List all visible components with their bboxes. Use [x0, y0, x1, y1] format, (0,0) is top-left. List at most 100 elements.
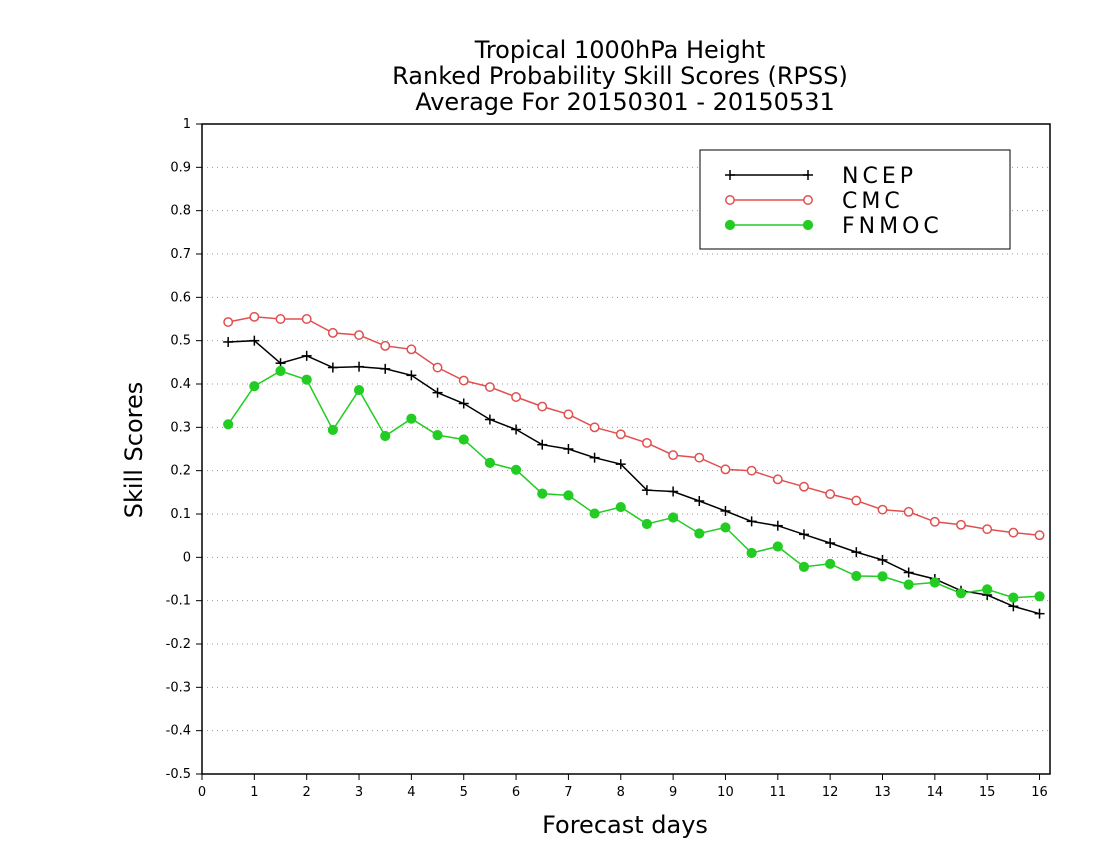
x-tick-label: 9 [669, 785, 677, 800]
ncep-point [301, 350, 312, 361]
cmc-point [301, 314, 312, 324]
x-tick-label: 1 [250, 785, 258, 800]
cmc-point [877, 504, 888, 515]
plot-frame [201, 123, 1051, 775]
x-tick-label: 10 [717, 785, 734, 800]
x-tick-label: 3 [355, 785, 363, 800]
ncep-point [563, 444, 574, 454]
cmc-point [537, 401, 548, 412]
cmc-point [354, 330, 364, 340]
y-tick-label: 0.7 [170, 247, 191, 262]
legend-label-ncep: NCEP [842, 164, 917, 189]
ncep-point [903, 567, 914, 578]
x-tick-label: 11 [770, 785, 787, 800]
cmc-point [668, 450, 679, 461]
cmc-point [903, 506, 914, 517]
fnmoc-point [327, 424, 338, 436]
fnmoc-point [223, 419, 234, 430]
fnmoc-point [1034, 591, 1045, 602]
ncep-point [1008, 601, 1019, 612]
y-tick-label: 0 [183, 550, 191, 565]
legend-entry-cmc: CMC [725, 189, 904, 214]
legend-entry-fnmoc: FNMOC [724, 214, 939, 239]
fnmoc-point [720, 522, 731, 533]
ncep-point [877, 554, 888, 565]
fnmoc-point [563, 490, 574, 501]
fnmoc-point [851, 570, 862, 582]
fnmoc-point [353, 384, 365, 396]
fnmoc-point [615, 501, 626, 513]
y-axis-label: Skill Scores [120, 382, 148, 519]
fnmoc-point [694, 528, 705, 539]
x-tick-label: 2 [303, 785, 311, 800]
fnmoc-point [903, 579, 914, 590]
x-tick-label: 8 [617, 785, 625, 800]
fnmoc-point [406, 413, 417, 424]
cmc-point [458, 375, 469, 386]
fnmoc-point [275, 365, 286, 377]
series-fnmoc [223, 365, 1045, 603]
cmc-point [641, 437, 652, 448]
fnmoc-point [458, 434, 469, 445]
fnmoc-point [772, 541, 783, 552]
ncep-point [798, 529, 809, 540]
cmc-point [982, 524, 993, 535]
y-tick-label: -0.3 [166, 680, 191, 695]
x-tick-label: 13 [874, 785, 891, 800]
ncep-point [432, 387, 443, 398]
fnmoc-point [301, 374, 312, 385]
ncep-point [851, 547, 862, 558]
ncep-point [537, 439, 548, 450]
cmc-point [694, 452, 705, 463]
cmc-point [223, 317, 234, 327]
ncep-point [327, 362, 338, 373]
ncep-point [484, 414, 495, 425]
cmc-point [1008, 527, 1019, 538]
ncep-point [772, 520, 783, 531]
ncep-point [641, 485, 652, 496]
fnmoc-point [641, 518, 653, 530]
fnmoc-point [877, 571, 888, 582]
legend-marker-ncep [803, 170, 813, 180]
ncep-point [249, 335, 260, 346]
x-tick-label: 4 [407, 785, 415, 800]
x-tick-label: 6 [512, 785, 520, 800]
cmc-point [563, 409, 574, 420]
fnmoc-point [589, 508, 600, 519]
data-series [223, 311, 1045, 619]
legend-marker-fnmoc [724, 219, 736, 231]
cmc-point [720, 464, 731, 475]
x-tick-label: 0 [198, 785, 206, 800]
fnmoc-point [746, 547, 757, 559]
fnmoc-line [227, 370, 1040, 599]
ncep-point [380, 363, 391, 374]
y-tick-label: 0.3 [170, 420, 191, 435]
chart-title-line-3: Average For 20150301 - 20150531 [415, 88, 835, 116]
fnmoc-point [955, 588, 967, 599]
x-axis-label: Forecast days [542, 811, 708, 839]
cmc-point [406, 344, 417, 355]
series-cmc [223, 311, 1045, 541]
gridlines [202, 166, 1050, 732]
fnmoc-point [825, 558, 836, 569]
legend-marker-fnmoc [802, 219, 814, 231]
y-tick-label: 0.9 [170, 160, 191, 175]
legend-marker-cmc [803, 195, 813, 205]
fnmoc-point [798, 561, 810, 572]
y-tick-label: 0.5 [170, 334, 191, 349]
y-tick-label: 0.2 [170, 464, 191, 479]
ncep-point [589, 452, 600, 463]
y-tick-label: 1 [183, 117, 191, 132]
ncep-point [825, 538, 836, 549]
x-tick-label: 14 [927, 785, 944, 800]
legend-label-cmc: CMC [842, 189, 904, 214]
x-tick-label: 7 [564, 785, 572, 800]
fnmoc-point [432, 430, 443, 441]
ncep-line [228, 339, 1040, 615]
y-tick-label: -0.4 [166, 724, 191, 739]
cmc-point [380, 340, 391, 351]
x-tick-label: 16 [1031, 785, 1048, 800]
legend-marker-cmc [725, 195, 735, 205]
